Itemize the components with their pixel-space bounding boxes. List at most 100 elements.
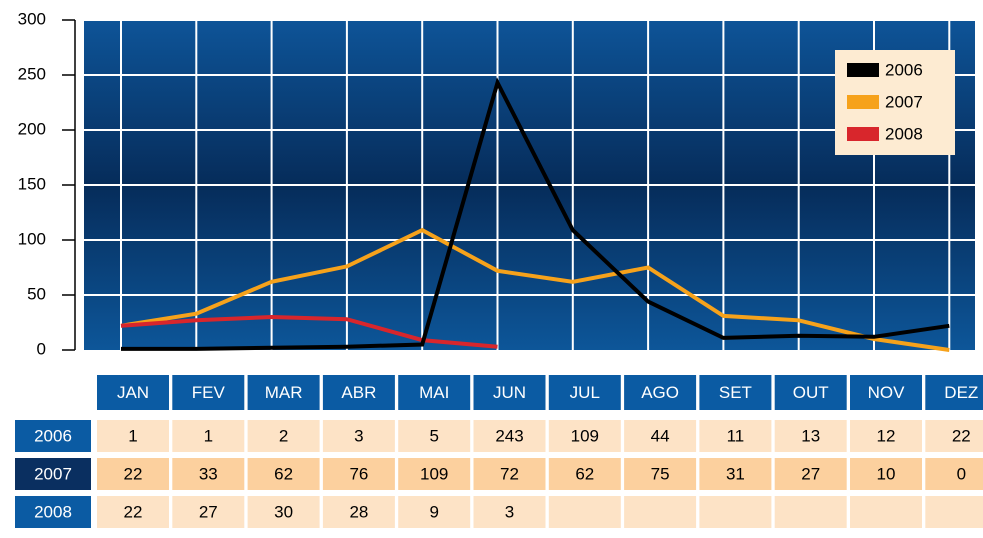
table-header-cell (774, 375, 847, 410)
table-header-label: JUN (493, 383, 526, 402)
table-cell-value: 13 (801, 426, 820, 445)
table-header-label: NOV (868, 383, 906, 402)
table-cell (473, 458, 546, 490)
series-line (120, 227, 950, 352)
table-cell (925, 458, 983, 490)
table-cell (322, 496, 395, 528)
table-cell-value: 109 (420, 464, 448, 483)
table-header-label: JAN (117, 383, 149, 402)
table-cell-value: 12 (877, 426, 896, 445)
table-row-label: 2007 (34, 464, 72, 483)
table-header-cell (322, 375, 395, 410)
table-header-label: JUL (570, 383, 600, 402)
table-cell-value: 27 (801, 464, 820, 483)
table-header-label: DEZ (944, 383, 978, 402)
table-cell (247, 420, 320, 452)
table-cell (322, 420, 395, 452)
table-cell (247, 496, 320, 528)
y-tick-label: 150 (18, 174, 46, 193)
table-cell (398, 458, 471, 490)
series-line (120, 314, 498, 349)
table-header-label: OUT (793, 383, 829, 402)
table-cell-value: 1 (128, 426, 137, 445)
table-cell (925, 420, 983, 452)
table-cell (548, 458, 621, 490)
table-cell (850, 458, 922, 490)
table-cell-value: 243 (495, 426, 523, 445)
table-header-label: SET (719, 383, 752, 402)
table-cell-value: 72 (500, 464, 519, 483)
table-cell (699, 458, 772, 490)
table-cell-value: 0 (957, 464, 966, 483)
legend-swatch (847, 127, 879, 141)
table-cell-value: 62 (274, 464, 293, 483)
table-cell (97, 458, 169, 490)
legend-swatch (847, 95, 879, 109)
table-cell-value: 109 (571, 426, 599, 445)
y-tick-label: 0 (37, 339, 46, 358)
table-cell (774, 420, 847, 452)
legend-label: 2008 (885, 124, 923, 143)
table-header-label: MAR (265, 383, 303, 402)
table-cell (97, 420, 169, 452)
table-cell (473, 420, 546, 452)
y-tick-label: 200 (18, 119, 46, 138)
table-cell-value: 2 (279, 426, 288, 445)
table-cell-value: 22 (952, 426, 971, 445)
table-header-label: MAI (419, 383, 449, 402)
series-line (121, 77, 950, 351)
table-cell (699, 420, 772, 452)
table-cell-value: 11 (727, 426, 745, 445)
table-header-cell (925, 375, 983, 410)
table-header-cell (97, 375, 169, 410)
legend-label: 2006 (885, 60, 923, 79)
table-cell-value: 28 (349, 502, 368, 521)
table-cell-value: 62 (575, 464, 594, 483)
table-header-label: ABR (341, 383, 376, 402)
table-cell-value: 44 (651, 426, 670, 445)
y-tick-label: 50 (27, 284, 46, 303)
table-cell (172, 496, 245, 528)
table-row-header (15, 420, 91, 452)
table-header-cell (473, 375, 546, 410)
table-cell (548, 496, 621, 528)
table-header-label: AGO (641, 383, 679, 402)
table-cell-value: 3 (354, 426, 363, 445)
legend-swatch (847, 63, 879, 77)
table-cell (548, 420, 621, 452)
table-cell-value: 27 (199, 502, 218, 521)
table-cell (172, 420, 245, 452)
table-cell-value: 10 (877, 464, 896, 483)
y-tick-label: 300 (18, 9, 46, 28)
table-header-cell (699, 375, 772, 410)
table-cell-value: 1 (204, 426, 213, 445)
table-header-cell (247, 375, 320, 410)
table-row-label: 2008 (34, 502, 72, 521)
table-cell-value: 33 (199, 464, 218, 483)
y-tick-label: 100 (18, 229, 46, 248)
table-header-cell (850, 375, 922, 410)
table-cell (172, 458, 245, 490)
table-header-label: FEV (192, 383, 226, 402)
table-cell-value: 9 (429, 502, 438, 521)
table-cell (624, 420, 697, 452)
table-cell (473, 496, 546, 528)
table-cell (624, 458, 697, 490)
table-cell-value: 75 (651, 464, 670, 483)
table-cell (850, 496, 922, 528)
table-cell-value: 22 (124, 464, 143, 483)
table-cell (774, 496, 847, 528)
table-cell (850, 420, 922, 452)
table-row-header (15, 458, 91, 490)
table-row-header (15, 496, 91, 528)
table-cell (247, 458, 320, 490)
table-cell (398, 496, 471, 528)
y-tick-label: 250 (18, 64, 46, 83)
table-cell (925, 496, 983, 528)
table-header-cell (548, 375, 621, 410)
legend-label: 2007 (885, 92, 923, 111)
table-header-cell (624, 375, 697, 410)
table-cell (97, 496, 169, 528)
table-cell-value: 30 (274, 502, 293, 521)
